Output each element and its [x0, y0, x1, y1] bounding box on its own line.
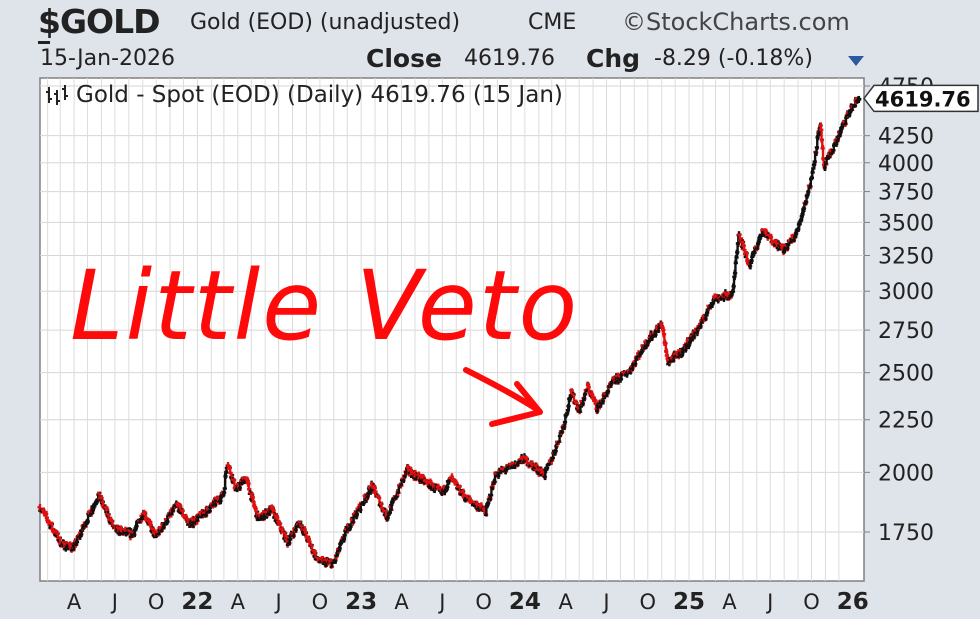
- grid-lines: [40, 78, 864, 581]
- chevron-down-icon[interactable]: [848, 56, 864, 66]
- close-value: 4619.76: [464, 46, 555, 71]
- y-tick-label: 4250: [878, 125, 934, 150]
- x-tick-label: A: [559, 590, 574, 614]
- x-tick-label: O: [148, 590, 165, 614]
- x-tick-label: A: [722, 590, 737, 614]
- y-tick-label: 1750: [878, 521, 934, 546]
- y-tick-label: 2750: [878, 319, 934, 344]
- exchange-label: CME: [528, 10, 577, 35]
- x-tick-label: J: [601, 590, 609, 614]
- x-tick-label: J: [765, 590, 773, 614]
- x-tick-label: 22: [181, 589, 213, 615]
- x-tick-label: 23: [345, 589, 377, 615]
- change-value: -8.29 (-0.18%): [654, 46, 813, 71]
- y-tick-label: 3500: [878, 211, 934, 236]
- last-price-tag-shape: [863, 84, 979, 113]
- x-tick-label: O: [475, 590, 492, 614]
- x-tick-label: O: [803, 590, 820, 614]
- x-tick-label: J: [110, 590, 118, 614]
- plot-area: [39, 77, 865, 582]
- ohlc-bars-icon: [44, 84, 70, 106]
- y-tick-label: 4000: [878, 152, 934, 177]
- x-tick-label: O: [312, 590, 329, 614]
- last-price-value: 4619.76: [875, 87, 971, 111]
- y-tick-label: 3750: [878, 181, 934, 206]
- last-price-tag: 4619.76: [863, 84, 979, 113]
- price-bars: [37, 95, 862, 569]
- y-axis: 4750425040003750350032503000275025002250…: [864, 75, 934, 546]
- x-tick-label: J: [274, 590, 282, 614]
- x-tick-label: 26: [837, 589, 869, 615]
- y-tick-label: 3000: [878, 280, 934, 305]
- chart-header: $GOLD Gold (EOD) (unadjusted) CME ©Stock…: [0, 0, 980, 78]
- series-legend: Gold - Spot (EOD) (Daily) 4619.76 (15 Ja…: [44, 82, 563, 108]
- y-tick-label: 3250: [878, 244, 934, 269]
- close-label: Close: [366, 44, 442, 73]
- handwritten-annotation: Little Veto: [70, 250, 580, 362]
- y-tick-label: 2250: [878, 409, 934, 434]
- ticker-symbol: $GOLD: [38, 2, 161, 41]
- change-label: Chg: [586, 44, 641, 73]
- quote-date: 15-Jan-2026: [40, 46, 175, 71]
- x-tick-label: J: [437, 590, 445, 614]
- x-tick-label: A: [231, 590, 246, 614]
- x-tick-label: 25: [673, 589, 705, 615]
- ticker-underline: [38, 41, 50, 44]
- x-tick-label: 24: [509, 589, 541, 615]
- x-tick-label: A: [67, 590, 82, 614]
- y-tick-label: 2500: [878, 362, 934, 387]
- legend-text: Gold - Spot (EOD) (Daily) 4619.76 (15 Ja…: [76, 82, 563, 108]
- y-tick-label: 2000: [878, 461, 934, 486]
- ohlc-bar: [856, 95, 862, 103]
- x-axis: A J O 22 A J O 23 A J O 24 A J O 25 A J O 26: [67, 589, 869, 615]
- stockcharts-logo: ©StockCharts.com: [622, 8, 850, 36]
- x-tick-label: A: [394, 590, 409, 614]
- annotation-arrow-head: [489, 381, 543, 427]
- instrument-description: Gold (EOD) (unadjusted): [190, 10, 461, 35]
- x-tick-label: O: [640, 590, 657, 614]
